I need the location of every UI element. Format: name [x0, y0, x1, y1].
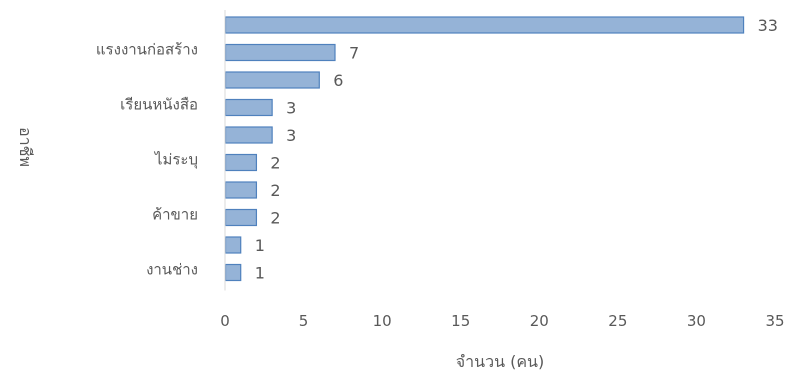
- x-tick-label: 30: [687, 312, 706, 330]
- x-tick-label: 5: [299, 312, 309, 330]
- x-tick-label: 35: [765, 312, 784, 330]
- bar: [224, 71, 320, 89]
- category-label: งานช่าง: [146, 261, 198, 279]
- bar-value-label: 1: [255, 264, 265, 283]
- y-axis-title: อาชีพ: [16, 127, 35, 167]
- bar: [224, 208, 258, 227]
- bar: [224, 263, 242, 282]
- bar-value-label: 2: [270, 154, 280, 173]
- bar-value-label: 3: [286, 126, 296, 145]
- x-tick-label: 25: [608, 312, 627, 330]
- x-tick-label: 0: [220, 312, 230, 330]
- bar: [224, 43, 336, 62]
- bar-value-label: 1: [255, 236, 265, 255]
- bar-group: [224, 16, 745, 282]
- category-label-group: แรงงานก่อสร้างเรียนหนังสือไม่ระบุค้าขายง…: [96, 41, 198, 279]
- bar-value-label: 2: [270, 209, 280, 228]
- bar-value-label: 7: [349, 44, 359, 63]
- bar: [224, 236, 242, 254]
- x-tick-label: 20: [530, 312, 549, 330]
- bar: [224, 126, 273, 144]
- category-label: ค้าขาย: [152, 206, 198, 224]
- bar-value-label: 3: [286, 99, 296, 118]
- bar: [224, 16, 745, 34]
- x-tick-label: 10: [373, 312, 392, 330]
- category-label: ไม่ระบุ: [154, 151, 198, 170]
- bar: [224, 153, 258, 172]
- bar-value-label: 6: [333, 71, 343, 90]
- bar-value-label: 2: [270, 181, 280, 200]
- bar: [224, 181, 258, 199]
- category-label: แรงงานก่อสร้าง: [96, 41, 198, 59]
- bar-value-label: 33: [758, 16, 778, 35]
- x-axis-title: จำนวน (คน): [456, 352, 544, 371]
- x-tick-label: 15: [451, 312, 470, 330]
- category-label: เรียนหนังสือ: [120, 96, 198, 114]
- bar: [224, 98, 273, 117]
- x-tick-group: 0 5 10 15 20 25 30 35: [220, 312, 784, 330]
